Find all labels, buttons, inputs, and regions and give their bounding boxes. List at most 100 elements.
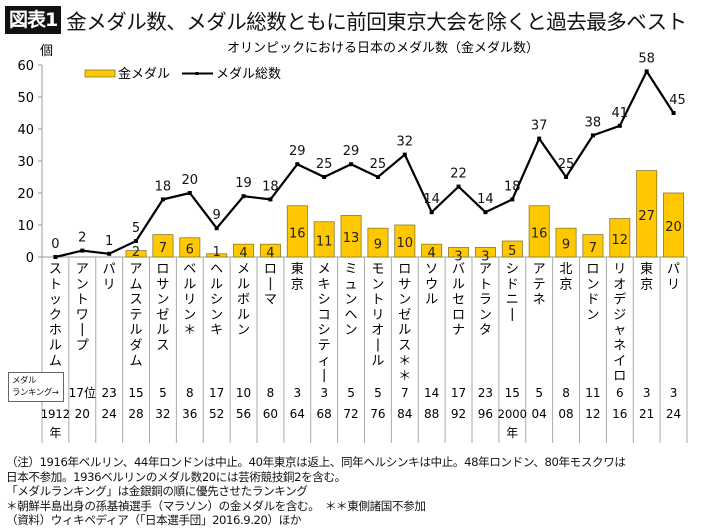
total-medals-label: 5 [132, 221, 140, 236]
category-char: ム [130, 277, 143, 292]
year-label: 56 [236, 407, 251, 421]
total-medals-point [671, 111, 676, 115]
category-label: ロンドン [586, 262, 599, 323]
total-medals-label: 58 [638, 51, 655, 66]
category-char: ン [156, 293, 169, 308]
gold-bar [152, 234, 174, 258]
category-char: ュ [345, 277, 358, 292]
total-medals-point [402, 152, 407, 157]
category-char: ル [425, 293, 438, 308]
figure-badge: 図表1 [5, 6, 62, 34]
gold-bar-label: 3 [481, 249, 489, 264]
category-label: アテネ [533, 262, 546, 308]
total-medals-label: 14 [423, 192, 440, 207]
total-medals-label: 1 [105, 234, 113, 249]
gold-bar [125, 250, 147, 258]
category-char: ム [130, 354, 143, 369]
ranking-value: 8 [267, 386, 275, 400]
gold-bar [609, 218, 631, 258]
category-char: ロ [398, 262, 411, 277]
category-char: ロ [586, 262, 599, 277]
category-char: モ [371, 262, 384, 277]
legend-gold-swatch [84, 69, 116, 78]
gold-bar-label: 5 [508, 244, 516, 259]
category-char: 北 [560, 262, 573, 277]
category-char: ス [398, 339, 411, 354]
ranking-value: 8 [186, 386, 194, 400]
year-label: 24 [102, 407, 117, 421]
gold-bar-label: 11 [316, 234, 333, 249]
year-label: 12 [585, 407, 600, 421]
category-char: ト [371, 293, 384, 308]
category-char: リ [371, 308, 384, 323]
total-medals-label: 32 [397, 135, 414, 150]
category-char: リ [103, 277, 116, 292]
total-medals-point [268, 197, 273, 202]
legend-line-label: メダル総数 [216, 67, 281, 82]
category-char: ＊ [398, 369, 411, 384]
gold-bar-label: 13 [343, 231, 360, 246]
ranking-value: 3 [293, 386, 301, 400]
total-medals-point [241, 194, 246, 199]
category-char: ル [210, 277, 223, 292]
gold-bar [313, 221, 335, 258]
gold-bar [582, 234, 604, 258]
category-char: テ [318, 339, 331, 354]
category-char: ン [479, 308, 492, 323]
category-char: ル [130, 323, 143, 338]
total-medals-point [483, 210, 488, 215]
category-char: ゼ [156, 308, 169, 323]
category-char: リ [183, 293, 196, 308]
total-medals-point [644, 69, 649, 74]
category-char: ア [76, 262, 89, 277]
total-medals-label: 25 [370, 157, 387, 172]
y-tick-label: 10 [17, 219, 34, 234]
year-label: 20 [75, 407, 90, 421]
year-label: 52 [209, 407, 224, 421]
total-medals-point [322, 175, 327, 179]
gold-bar [367, 227, 389, 258]
category-char: マ [264, 293, 277, 308]
category-char: リ [613, 262, 626, 277]
category-char: ラ [479, 293, 492, 308]
year-label: 60 [263, 407, 278, 421]
total-medals-label: 37 [531, 119, 548, 134]
total-medals-label: 25 [316, 157, 333, 172]
total-medals-point [537, 136, 542, 141]
ranking-label-box: メダル ランキング→ [8, 372, 64, 402]
category-char: ン [371, 277, 384, 292]
category-char: ト [479, 277, 492, 292]
category-char: ヘ [345, 308, 358, 323]
total-medals-label: 25 [558, 157, 575, 172]
ranking-value: 7 [401, 386, 409, 400]
gold-bar [286, 205, 308, 258]
category-char: キ [318, 277, 331, 292]
year-label: 36 [182, 407, 197, 421]
category-char: ソ [425, 262, 438, 277]
gold-bar-label: 12 [612, 233, 629, 248]
ranking-value: 10 [236, 386, 251, 400]
category-char: ル [183, 277, 196, 292]
category-char: ロ [156, 262, 169, 277]
category-char: 京 [291, 277, 304, 292]
note-line: ＊朝鮮半島出身の孫基禎選手（マラソン）の金メダルを含む。 ＊＊東側諸国不参加 [6, 498, 426, 513]
gold-bar-label: 4 [428, 246, 436, 261]
gold-bar [448, 246, 470, 258]
category-char: メ [237, 262, 250, 277]
category-char: シ [318, 323, 331, 338]
total-medals-point [564, 175, 569, 179]
ranking-value: 5 [535, 386, 543, 400]
legend-gold-label: 金メダル [118, 66, 170, 82]
category-char: ン [345, 323, 358, 338]
category-char: ッ [49, 293, 62, 308]
category-char: 東 [291, 261, 304, 277]
ranking-value: 14 [424, 386, 439, 400]
category-char: パ [103, 262, 116, 277]
category-char: ス [130, 293, 143, 308]
ranking-value: 15 [505, 386, 520, 400]
